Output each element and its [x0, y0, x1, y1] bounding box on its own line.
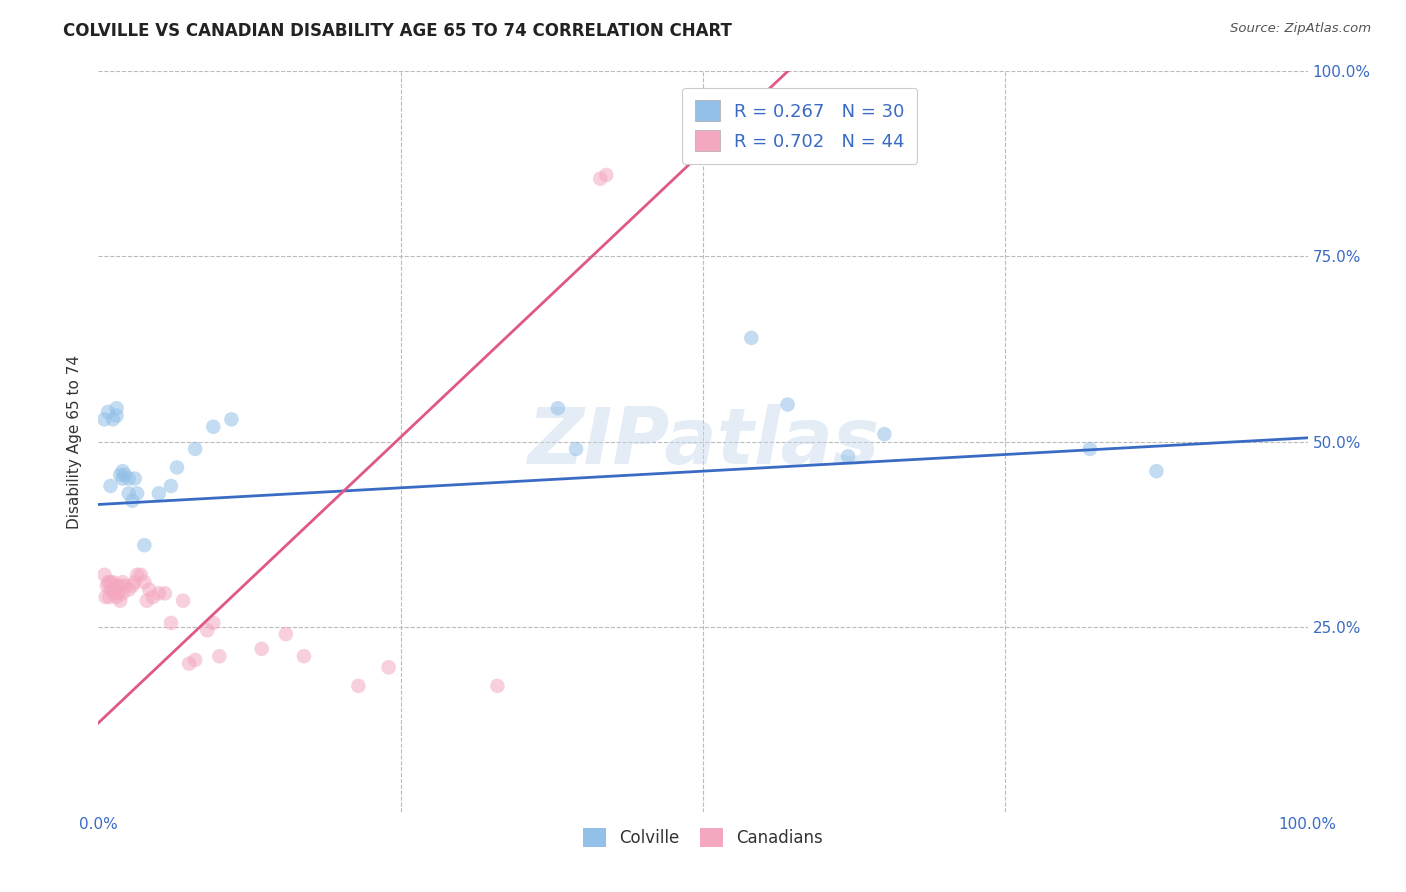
Point — [153, 586, 176, 600]
Point — [101, 586, 124, 600]
Point — [595, 168, 617, 182]
Point — [347, 679, 370, 693]
Point — [837, 450, 859, 464]
Point — [100, 582, 122, 597]
Point — [166, 460, 188, 475]
Point — [202, 419, 225, 434]
Point — [179, 657, 201, 671]
Point — [134, 538, 156, 552]
Point — [776, 398, 799, 412]
Point — [107, 586, 129, 600]
Point — [118, 582, 141, 597]
Point — [118, 471, 141, 485]
Legend: Colville, Canadians: Colville, Canadians — [575, 819, 831, 855]
Point — [127, 567, 149, 582]
Point — [96, 579, 118, 593]
Y-axis label: Disability Age 65 to 74: Disability Age 65 to 74 — [67, 354, 83, 529]
Point — [93, 412, 115, 426]
Point — [134, 575, 156, 590]
Point — [565, 442, 588, 456]
Point — [377, 660, 399, 674]
Point — [108, 467, 131, 482]
Text: COLVILLE VS CANADIAN DISABILITY AGE 65 TO 74 CORRELATION CHART: COLVILLE VS CANADIAN DISABILITY AGE 65 T… — [63, 22, 733, 40]
Point — [250, 641, 273, 656]
Point — [101, 575, 124, 590]
Point — [121, 579, 143, 593]
Point — [103, 582, 125, 597]
Point — [184, 442, 207, 456]
Point — [184, 653, 207, 667]
Point — [135, 593, 157, 607]
Text: ZIPatlas: ZIPatlas — [527, 403, 879, 480]
Point — [100, 479, 122, 493]
Point — [93, 567, 115, 582]
Point — [127, 486, 149, 500]
Point — [547, 401, 569, 416]
Point — [121, 493, 143, 508]
Point — [172, 593, 194, 607]
Point — [98, 590, 121, 604]
Point — [148, 486, 170, 500]
Point — [108, 579, 131, 593]
Point — [97, 575, 120, 590]
Point — [873, 427, 896, 442]
Point — [114, 579, 136, 593]
Point — [111, 464, 134, 478]
Point — [105, 409, 128, 423]
Point — [111, 575, 134, 590]
Point — [124, 471, 146, 485]
Point — [274, 627, 297, 641]
Point — [118, 486, 141, 500]
Point — [94, 590, 117, 604]
Text: Source: ZipAtlas.com: Source: ZipAtlas.com — [1230, 22, 1371, 36]
Point — [160, 479, 183, 493]
Point — [108, 593, 131, 607]
Point — [208, 649, 231, 664]
Point — [148, 586, 170, 600]
Point — [589, 171, 612, 186]
Point — [105, 579, 128, 593]
Point — [160, 615, 183, 630]
Point — [129, 567, 152, 582]
Point — [292, 649, 315, 664]
Point — [221, 412, 243, 426]
Point — [138, 582, 160, 597]
Point — [105, 401, 128, 416]
Point — [111, 471, 134, 485]
Point — [97, 405, 120, 419]
Point — [114, 467, 136, 482]
Point — [486, 679, 509, 693]
Point — [101, 412, 124, 426]
Point — [142, 590, 165, 604]
Point — [202, 615, 225, 630]
Point — [100, 575, 122, 590]
Point — [105, 590, 128, 604]
Point — [1078, 442, 1101, 456]
Point — [111, 586, 134, 600]
Point — [195, 624, 218, 638]
Point — [124, 575, 146, 590]
Point — [740, 331, 762, 345]
Point — [1146, 464, 1168, 478]
